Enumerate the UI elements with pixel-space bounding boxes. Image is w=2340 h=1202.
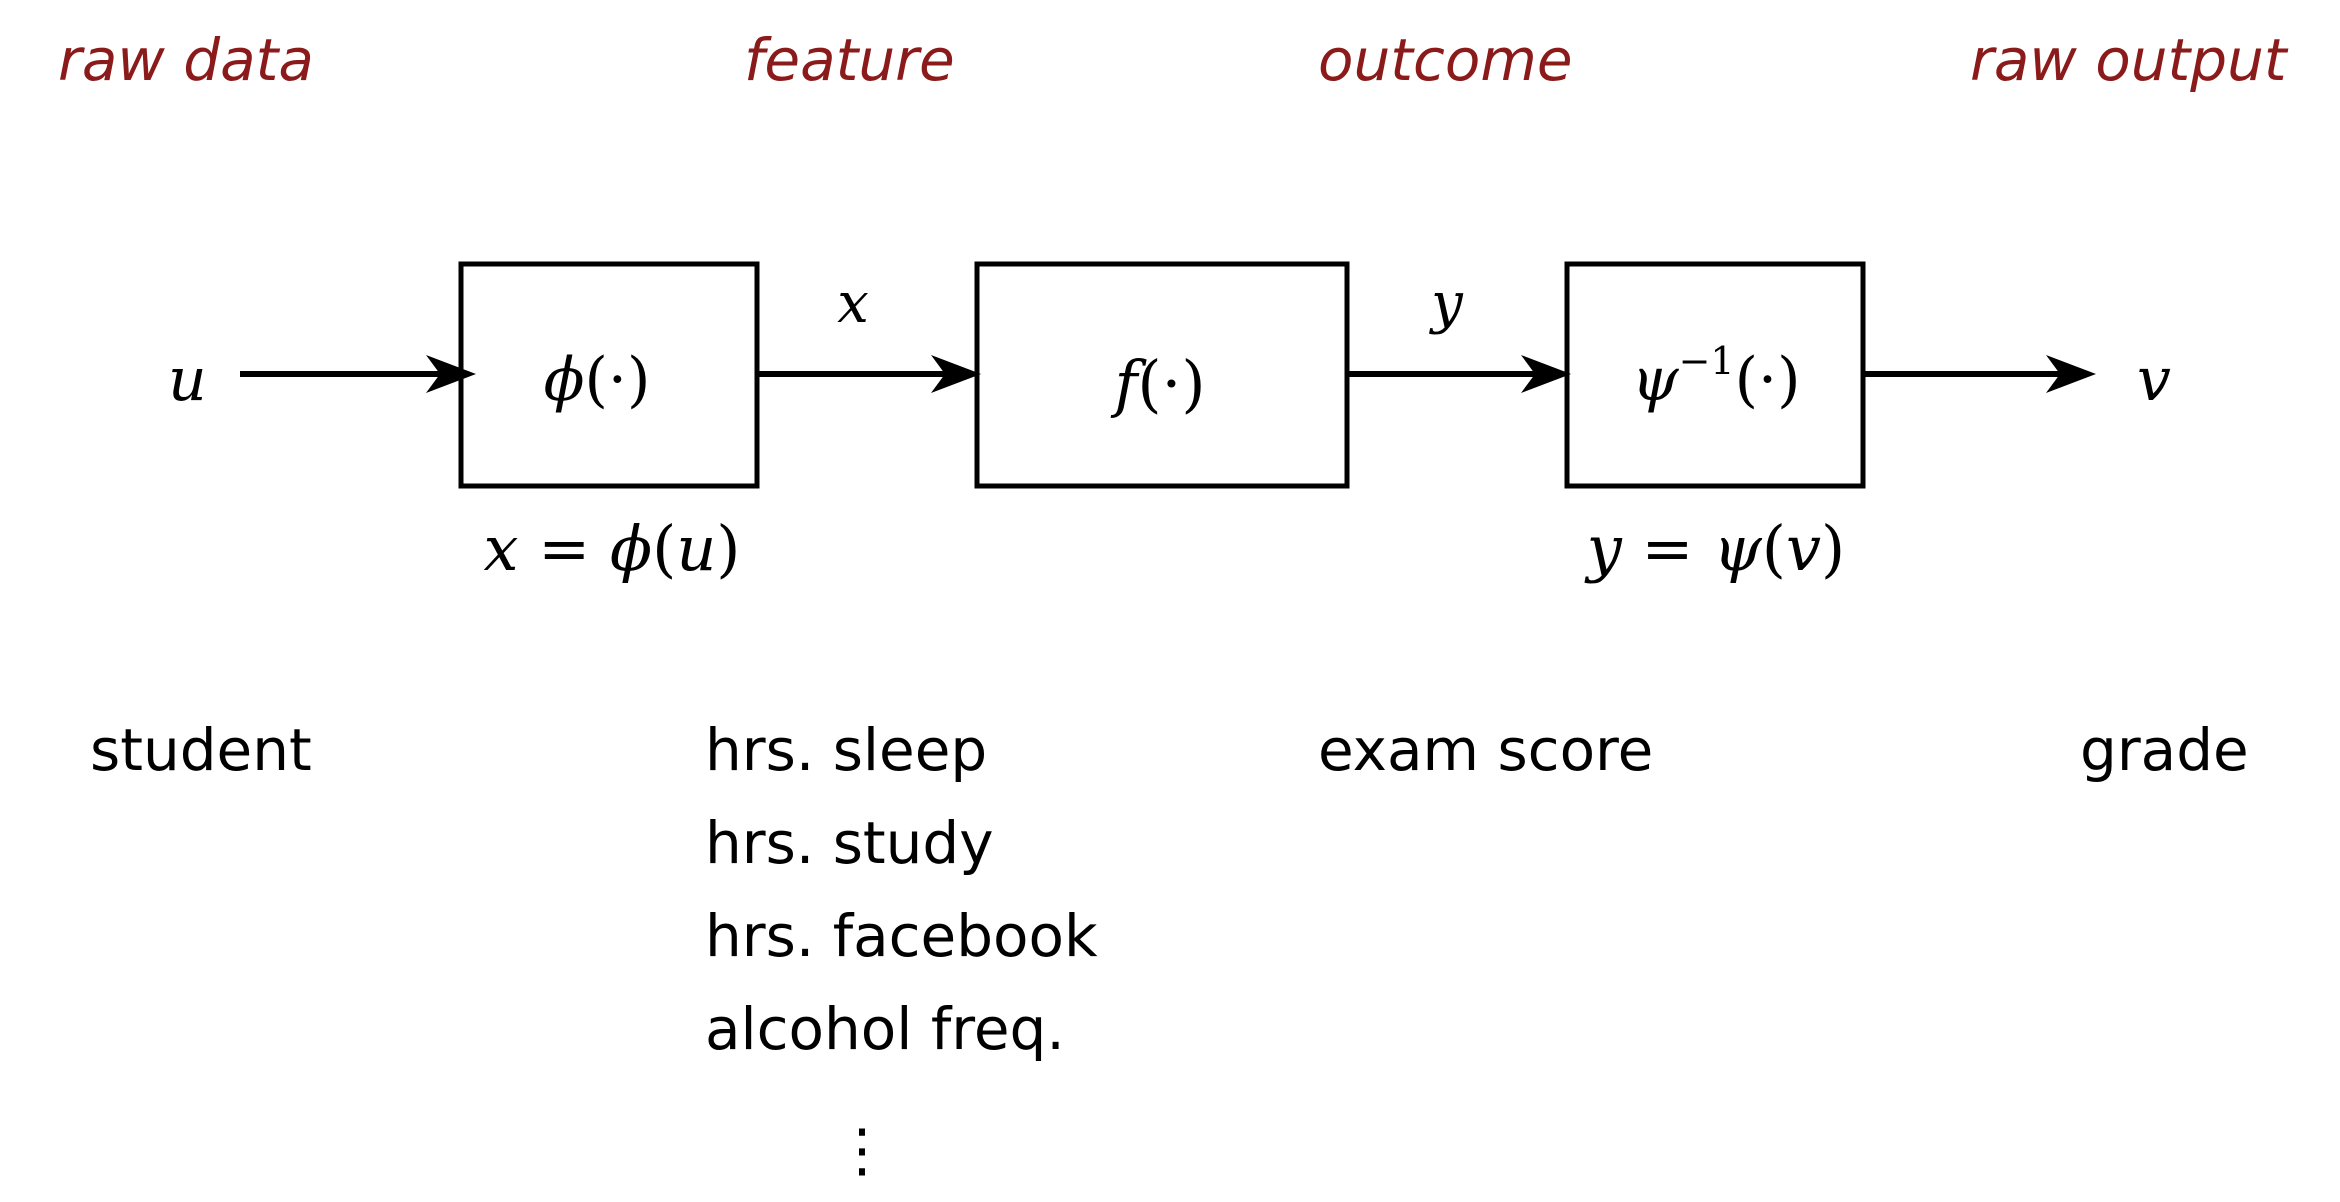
arrow-f-to-psi-inverse: [1347, 355, 1571, 393]
feature-map-equation: x = ϕ(u): [484, 512, 741, 585]
predictor-block-label: f(·): [1110, 347, 1205, 420]
header-outcome: outcome: [1318, 26, 1573, 94]
arrow-input-to-phi: [240, 355, 476, 393]
arrow-psi-inverse-to-output: [1863, 355, 2096, 393]
header-feature: feature: [744, 26, 955, 94]
example-outcome: exam score: [1318, 716, 1653, 784]
example-feature-1: hrs. sleep: [705, 716, 987, 784]
input-signal-label: u: [168, 345, 207, 415]
output-map-equation: y = ψ(v): [1584, 512, 1845, 585]
feature-signal-label: x: [837, 271, 869, 336]
outcome-signal-label: y: [1428, 271, 1464, 336]
example-feature-2: hrs. study: [705, 809, 994, 877]
example-raw-data: student: [90, 716, 312, 784]
header-raw-output: raw output: [1970, 26, 2289, 94]
feature-map-block-label: ϕ(·): [544, 345, 651, 415]
example-feature-ellipsis: ⋮: [833, 1116, 891, 1184]
header-raw-data: raw data: [58, 26, 314, 94]
example-feature-4: alcohol freq.: [705, 995, 1065, 1063]
inverse-output-map-block-label: ψ−1(·): [1632, 339, 1801, 415]
example-raw-output: grade: [2080, 716, 2249, 784]
arrow-phi-to-f: [757, 355, 981, 393]
output-signal-label: v: [2137, 345, 2171, 415]
example-feature-3: hrs. facebook: [705, 902, 1098, 970]
